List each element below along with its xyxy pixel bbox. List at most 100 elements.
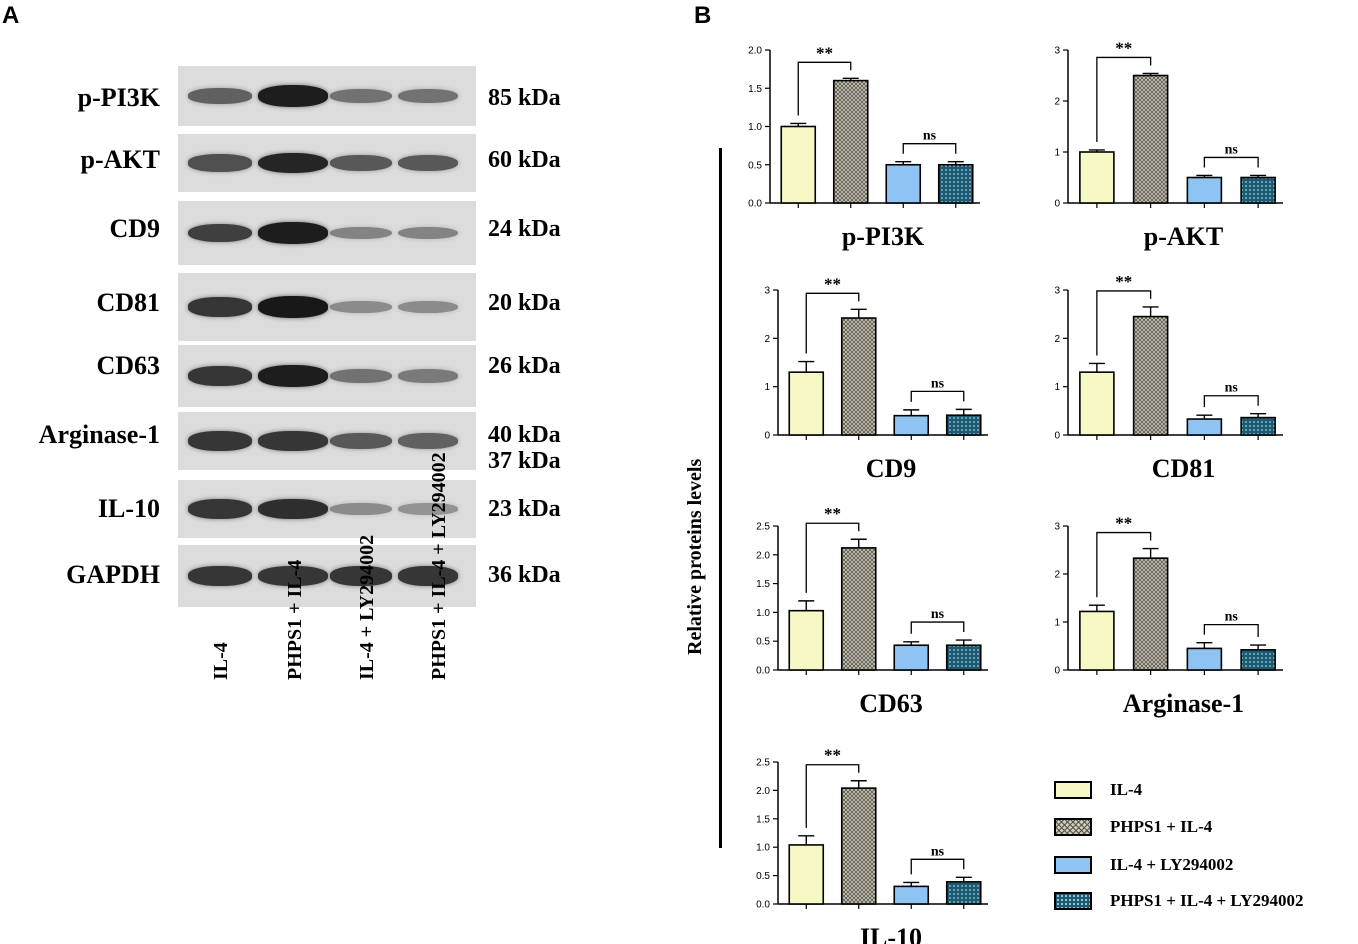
strong-bracket (1096, 56, 1152, 142)
y-tick-label: 1 (764, 382, 770, 393)
bar (1186, 647, 1223, 671)
protein-label: CD81 (96, 288, 160, 317)
bar (893, 885, 930, 905)
blot-strip (178, 273, 476, 341)
ns-label: ns (923, 129, 937, 144)
blot-band (188, 154, 252, 172)
blot-band (398, 433, 458, 449)
bar (1079, 371, 1115, 436)
bar (1079, 151, 1115, 204)
chart-title: CD9 (866, 454, 917, 483)
bar (1240, 649, 1276, 671)
ns-bracket (1203, 623, 1259, 638)
kda-label: 23 kDa (488, 496, 561, 522)
ns-bracket (910, 621, 965, 634)
y-tick-label: 1 (1054, 148, 1060, 159)
blot-band (258, 85, 328, 107)
lane-label: IL-4 (210, 642, 232, 680)
ns-bracket (902, 143, 957, 154)
y-tick-label: 1 (1054, 618, 1060, 629)
kda-label: 37 kDa (488, 448, 561, 474)
y-tick-label: 3 (764, 286, 770, 297)
kda-label: 24 kDa (488, 216, 561, 242)
strong-label: ** (816, 43, 833, 62)
bar (1186, 418, 1223, 436)
ns-label: ns (1225, 142, 1239, 157)
strong-bracket (1096, 290, 1152, 356)
blot-strip (178, 412, 476, 470)
blot-band (258, 222, 328, 244)
legend-label: PHPS1 + IL-4 (1110, 817, 1213, 836)
bar (945, 644, 982, 671)
protein-label: p-AKT (80, 145, 160, 174)
ns-label: ns (931, 376, 945, 391)
y-tick-label: 0 (764, 431, 770, 442)
strong-bracket (1096, 531, 1152, 598)
y-tick-label: 2.0 (756, 786, 770, 797)
bar (1240, 416, 1276, 436)
y-tick-label: 2.0 (756, 550, 770, 561)
bar (840, 547, 877, 671)
blot-band (398, 503, 458, 515)
bar (945, 414, 982, 436)
strong-label: ** (824, 746, 841, 765)
kda-label: 26 kDa (488, 353, 561, 379)
blot-band (398, 88, 458, 104)
blot-band (330, 502, 392, 516)
kda-label: 40 kDa (488, 422, 561, 448)
strong-bracket (797, 61, 852, 116)
strong-bracket (805, 522, 860, 593)
blot-band (258, 152, 328, 174)
y-tick-label: 1 (1054, 382, 1060, 393)
y-tick-label: 0 (1054, 431, 1060, 442)
blot-band (188, 566, 252, 586)
chart-title: CD81 (1152, 454, 1216, 483)
ns-bracket (910, 390, 965, 402)
y-tick-label: 1.5 (748, 84, 762, 95)
blot-strip (178, 134, 476, 192)
bar (1132, 315, 1169, 436)
blot-strip (178, 66, 476, 126)
bar (1079, 610, 1115, 671)
y-tick-label: 2 (764, 334, 770, 345)
legend-item: PHPS1 + IL-4 (1054, 815, 1212, 839)
blot-band (398, 300, 458, 314)
legend-swatch-phps1-il4 (1054, 818, 1092, 836)
legend-swatch-phps1-il4-ly (1054, 892, 1092, 910)
y-tick-label: 2 (1054, 97, 1060, 108)
bar (937, 163, 974, 204)
strong-label: ** (1115, 38, 1132, 57)
bar (1186, 176, 1223, 204)
kda-label: 20 kDa (488, 290, 561, 316)
legend-label: IL-4 + LY294002 (1110, 855, 1234, 874)
y-tick-label: 0 (1054, 199, 1060, 210)
bar (893, 644, 930, 671)
protein-label: Arginase-1 (38, 420, 160, 449)
blot-strip (178, 345, 476, 407)
blot-strip (178, 201, 476, 265)
bar (788, 609, 825, 671)
lane-label: PHPS1 + IL-4 + LY294002 (428, 452, 450, 680)
bar (840, 787, 877, 905)
blot-band (258, 296, 328, 318)
bar (832, 79, 869, 204)
chart-title: CD63 (859, 689, 923, 718)
bar (893, 414, 930, 436)
western-blot-panel: p-PI3K 85 kDa p-AKT 60 kDa CD9 24 kDa CD81 20 k… (0, 0, 640, 944)
y-tick-label: 3 (1054, 286, 1060, 297)
y-tick-label: 2 (1054, 334, 1060, 345)
y-tick-label: 1.5 (756, 814, 770, 825)
bar (1132, 557, 1169, 671)
chart-title: IL-10 (860, 923, 922, 944)
chart-title: p-AKT (1144, 222, 1223, 251)
blot-band (398, 566, 458, 586)
blot-band (330, 300, 392, 314)
bar-charts-svg: 0.0 0.5 1.0 1.5 2.0 ** ns p-PI3K 0 1 2 3 ** ns p-AKT 0 1… (748, 38, 1283, 944)
y-tick-label: 0.0 (756, 900, 770, 911)
bar (840, 317, 877, 436)
y-tick-label: 1.0 (748, 122, 762, 133)
blot-band (330, 566, 392, 586)
y-tick-label: 2.5 (756, 522, 770, 533)
blot-band (330, 154, 392, 172)
blot-band (188, 88, 252, 104)
